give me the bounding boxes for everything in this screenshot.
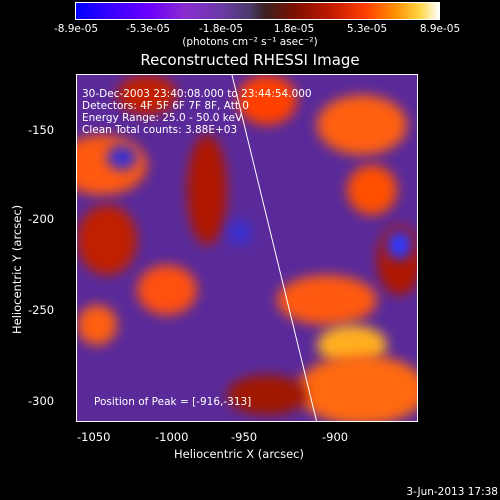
annotation-energy-range: Energy Range: 25.0 - 50.0 keV [82, 112, 243, 124]
colorbar-tick: -1.8e-05 [198, 23, 244, 35]
y-tick-label: -150 [28, 123, 55, 137]
annotation-total-counts: Clean Total counts: 3.88E+03 [82, 124, 238, 136]
colorbar-tick: -8.9e-05 [53, 23, 99, 35]
rhessi-image [76, 74, 418, 422]
y-tick-label: -200 [28, 212, 55, 226]
colorbar-tick: -5.3e-05 [125, 23, 171, 35]
solar-limb-line [231, 75, 318, 421]
render-date: 3-Jun-2013 17:38 [406, 486, 498, 498]
y-tick-label: -300 [28, 394, 55, 408]
y-axis-label: Heliocentric Y (arcsec) [10, 204, 24, 334]
x-tick-label: -1050 [77, 430, 111, 444]
x-axis-label: Heliocentric X (arcsec) [174, 447, 304, 461]
x-tick-label: -950 [231, 430, 258, 444]
x-tick-label: -900 [322, 430, 349, 444]
colorbar-tick: 1.8e-05 [273, 23, 315, 35]
peak-position-label: Position of Peak = [-916,-313] [94, 396, 252, 408]
image-title: Reconstructed RHESSI Image [140, 51, 360, 69]
annotation-time-range: 30-Dec-2003 23:40:08.000 to 23:44:54.000 [82, 88, 312, 100]
x-tick-label: -1000 [155, 430, 189, 444]
y-tick-label: -250 [28, 303, 55, 317]
annotation-detectors: Detectors: 4F 5F 6F 7F 8F, Att 0 [82, 100, 249, 112]
colorbar-units: (photons cm⁻² s⁻¹ asec⁻²) [182, 36, 318, 48]
colorbar-tick: 5.3e-05 [346, 23, 388, 35]
colorbar-tick: 8.9e-05 [419, 23, 461, 35]
colorbar [75, 2, 440, 20]
